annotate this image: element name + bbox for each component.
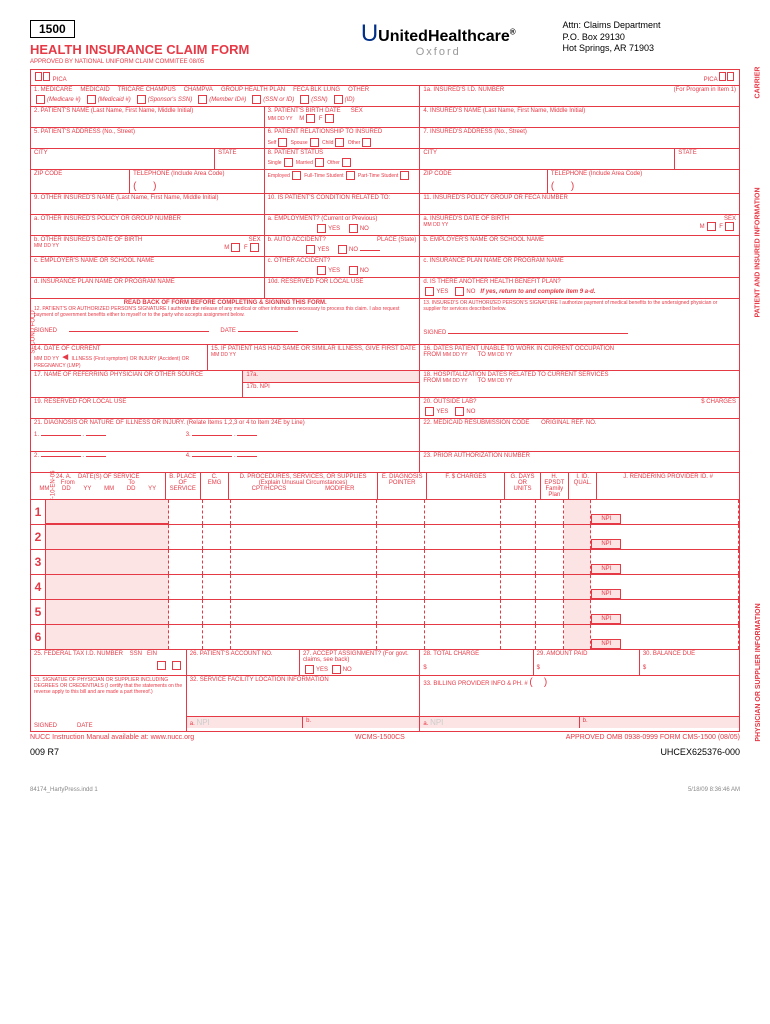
row-2122: 21. DIAGNOSIS OR NATURE OF ILLNESS OR IN… bbox=[31, 419, 739, 452]
doc-id-row: 009 R7 UHCEX625376-000 bbox=[30, 747, 740, 757]
row-1920: 19. RESERVED FOR LOCAL USE 20. OUTSIDE L… bbox=[31, 398, 739, 419]
feca-checkbox[interactable] bbox=[300, 95, 309, 104]
form-title: HEALTH INSURANCE CLAIM FORM bbox=[30, 42, 314, 57]
row-abc-b: b. OTHER INSURED'S DATE OF BIRTH SEX MM … bbox=[31, 236, 739, 257]
physician-info-side-label: PHYSICIAN OR SUPPLIER INFORMATION bbox=[755, 603, 762, 741]
service-num-5: 5 bbox=[31, 600, 46, 624]
form-body: PICA PICA 1. MEDICARE MEDICAID TRICARE C… bbox=[30, 69, 740, 732]
form-number-box: 1500 bbox=[30, 20, 75, 38]
carrier-side-label: CARRIER bbox=[755, 67, 762, 99]
pica-right: PICA bbox=[704, 77, 718, 83]
row-91011: 9. OTHER INSURED'S NAME (Last Name, Firs… bbox=[31, 194, 739, 215]
row-2: 2. PATIENT'S NAME (Last Name, First Name… bbox=[31, 107, 739, 128]
row-1: 1. MEDICARE MEDICAID TRICARE CHAMPUS CHA… bbox=[31, 86, 739, 107]
logo-area: UUnitedHealthcare® Oxford bbox=[314, 20, 563, 58]
sex-m-checkbox[interactable] bbox=[306, 114, 315, 123]
f1a-label: 1a. INSURED'S I.D. NUMBER bbox=[423, 87, 504, 93]
attn-line: Attn: Claims Department bbox=[563, 20, 741, 32]
row-24-header: 24. A. DATE(S) OF SERVICE FromTo MMDDYYM… bbox=[31, 473, 739, 500]
other-checkbox[interactable] bbox=[334, 95, 343, 104]
f4-label: 4. INSURED'S NAME (Last Name, First Name… bbox=[423, 108, 585, 114]
indd-footer: 84174_HartyPress.indd 1 5/18/09 8:36:46 … bbox=[30, 787, 740, 793]
pica-row: PICA PICA bbox=[31, 70, 739, 86]
nucc-text: NUCC Instruction Manual available at: ww… bbox=[30, 734, 194, 741]
row-abc-a: a. OTHER INSURED'S POLICY OR GROUP NUMBE… bbox=[31, 215, 739, 236]
row-567: 5. PATIENT'S ADDRESS (No., Street) 6. PA… bbox=[31, 128, 739, 149]
service-num-2: 2 bbox=[31, 525, 46, 549]
row-1718: 17. NAME OF REFERRING PHYSICIAN OR OTHER… bbox=[31, 371, 739, 398]
approved-text: APPROVED BY NATIONAL UNIFORM CLAIM COMMI… bbox=[30, 59, 314, 65]
row-141516: 14. DATE OF CURRENT MM DD YY ◄ ILLNESS (… bbox=[31, 345, 739, 371]
service-num-1: 1 bbox=[31, 500, 46, 524]
f2-label: 2. PATIENT'S NAME (Last Name, First Name… bbox=[34, 108, 193, 114]
group-checkbox[interactable] bbox=[252, 95, 261, 104]
patient-info-side-label: PATIENT AND INSURED INFORMATION bbox=[755, 187, 762, 317]
tricare-checkbox[interactable] bbox=[137, 95, 146, 104]
doc-id-right: UHCEX625376-000 bbox=[660, 747, 740, 757]
service-rows: 1NPI 2NPI 3NPI 4NPI 5NPI 6NPI bbox=[31, 500, 739, 650]
f1a-note: (For Program in Item 1) bbox=[674, 87, 736, 93]
row-abc-c: c. EMPLOYER'S NAME OR SCHOOL NAME c. OTH… bbox=[31, 257, 739, 278]
champva-checkbox[interactable] bbox=[198, 95, 207, 104]
row-1213: READ BACK OF FORM BEFORE COMPLETING & SI… bbox=[31, 299, 739, 345]
row-abc-d: d. INSURANCE PLAN NAME OR PROGRAM NAME 1… bbox=[31, 278, 739, 299]
row-25-30: 25. FEDERAL TAX I.D. NUMBER SSN EIN 26. … bbox=[31, 650, 739, 676]
citystate-line: Hot Springs, AR 71903 bbox=[563, 43, 741, 55]
address-block: Attn: Claims Department P.O. Box 29130 H… bbox=[563, 20, 741, 55]
service-num-3: 3 bbox=[31, 550, 46, 574]
logo-text: UUnitedHealthcare® bbox=[314, 20, 563, 48]
row-zip: ZIP CODE TELEPHONE (Include Area Code)( … bbox=[31, 170, 739, 194]
service-num-4: 4 bbox=[31, 575, 46, 599]
doc-id-left: 009 R7 bbox=[30, 747, 59, 757]
row-city: CITY STATE 8. PATIENT STATUS Single Marr… bbox=[31, 149, 739, 170]
omb-text: APPROVED OMB 0938-0999 FORM CMS-1500 (08… bbox=[566, 734, 740, 741]
row-31-33: 31. SIGNATUE OF PHYSICIAN OR SUPPLIER IN… bbox=[31, 676, 739, 731]
header: 1500 HEALTH INSURANCE CLAIM FORM APPROVE… bbox=[30, 20, 740, 65]
row-21b23: 2. . 4. . 23. PRIOR AUTHORIZATION NUMBER bbox=[31, 452, 739, 473]
medicare-checkbox[interactable] bbox=[36, 95, 45, 104]
sex-f-checkbox[interactable] bbox=[325, 114, 334, 123]
logo-sub: Oxford bbox=[314, 46, 563, 58]
form-footer-strip: NUCC Instruction Manual available at: ww… bbox=[30, 734, 740, 741]
indd-timestamp: 5/18/09 8:36:46 AM bbox=[688, 787, 740, 793]
indd-file: 84174_HartyPress.indd 1 bbox=[30, 787, 98, 793]
medicaid-checkbox[interactable] bbox=[87, 95, 96, 104]
service-num-6: 6 bbox=[31, 625, 46, 649]
pobox-line: P.O. Box 29130 bbox=[563, 32, 741, 44]
pica-left: PICA bbox=[53, 77, 67, 83]
wcms-text: WCMS-1500CS bbox=[355, 734, 405, 741]
